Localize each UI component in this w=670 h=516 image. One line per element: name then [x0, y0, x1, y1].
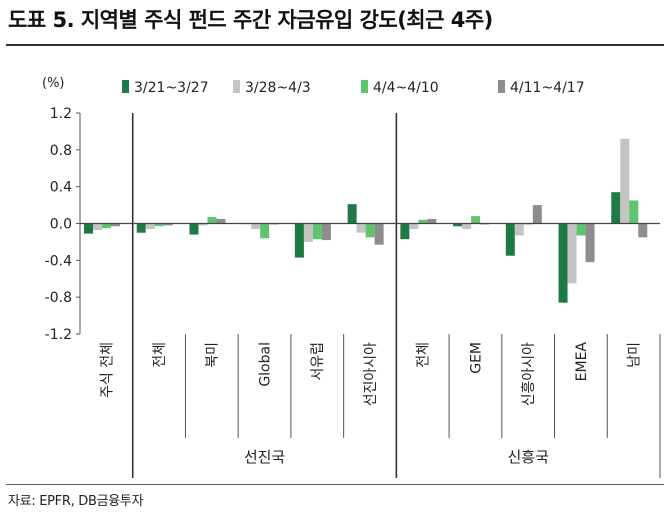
bar — [505, 223, 515, 256]
legend-swatch — [361, 80, 368, 93]
bar — [207, 217, 217, 224]
bar — [629, 200, 639, 224]
bar — [585, 223, 595, 263]
category-label: 주식 전체 — [99, 342, 115, 398]
bar — [409, 223, 419, 230]
group-label: 선진국 — [244, 448, 286, 466]
y-tick-label: -0.4 — [45, 253, 72, 269]
bar — [303, 223, 313, 242]
bar — [321, 223, 331, 241]
bar — [145, 223, 155, 230]
bar — [611, 192, 621, 224]
bar — [374, 223, 384, 245]
bar — [84, 223, 93, 234]
legend-label: 4/11~4/17 — [510, 80, 585, 96]
bar — [189, 223, 199, 235]
legend-swatch — [233, 80, 240, 93]
bar — [514, 223, 524, 236]
y-tick-label: 0.4 — [50, 180, 72, 196]
bar — [471, 216, 481, 224]
bar — [93, 223, 102, 230]
legend-swatch — [498, 80, 505, 93]
y-unit-label: (%) — [42, 76, 65, 91]
bar — [294, 223, 304, 258]
bar — [453, 223, 463, 227]
category-label: Global — [257, 342, 273, 387]
category-label: 북미 — [205, 342, 221, 368]
legend-label: 4/4~4/10 — [373, 80, 439, 96]
category-label: 남미 — [627, 342, 643, 368]
bar-chart: 1.2 0.8 0.4 0.0 -0.4 -0.8 -1.2 (%) 3/21~3/27 3/28… — [42, 76, 661, 478]
bar — [462, 223, 472, 230]
bar — [163, 223, 173, 226]
title-rule — [6, 44, 664, 46]
bar — [567, 223, 577, 284]
bar — [154, 223, 164, 227]
category-label: 서유럽 — [310, 342, 326, 381]
bar — [638, 223, 648, 238]
bar — [356, 223, 366, 233]
bar — [198, 223, 208, 226]
y-tick-label: 0.0 — [50, 217, 72, 233]
category-label: 전체 — [152, 342, 168, 368]
bar — [558, 223, 568, 303]
bar — [365, 223, 375, 238]
legend-label: 3/28~4/3 — [245, 80, 311, 96]
bar — [312, 223, 322, 240]
y-tick-label: -1.2 — [45, 327, 72, 343]
bar — [347, 204, 357, 224]
category-label: 전체 — [416, 342, 432, 368]
bar — [216, 218, 226, 224]
group-label: 신흥국 — [507, 448, 549, 466]
source-note: 자료: EPFR, DB금융투자 — [8, 494, 144, 509]
category-label: 선진아시아 — [363, 342, 379, 407]
bottom-rule — [6, 484, 664, 485]
bar — [111, 223, 120, 227]
bar — [576, 223, 586, 236]
bar — [102, 223, 111, 229]
chart-title: 도표 5. 지역별 주식 펀드 주간 자금유입 강도(최근 4주) — [8, 8, 493, 32]
bar — [532, 205, 542, 224]
legend-label: 3/21~3/27 — [134, 80, 209, 96]
bar — [418, 219, 428, 224]
category-label: EMEA — [574, 342, 590, 382]
legend-swatch — [122, 80, 129, 93]
y-tick-label: 1.2 — [50, 106, 72, 122]
bar — [136, 223, 146, 233]
bar — [427, 218, 437, 224]
category-label: GEM — [468, 342, 484, 374]
bar — [251, 223, 261, 230]
bar — [620, 138, 630, 224]
y-tick-label: -0.8 — [45, 290, 72, 306]
bar — [260, 223, 270, 239]
category-label: 신흥아시아 — [521, 342, 537, 407]
y-tick-label: 0.8 — [50, 143, 72, 159]
bar — [400, 223, 410, 240]
